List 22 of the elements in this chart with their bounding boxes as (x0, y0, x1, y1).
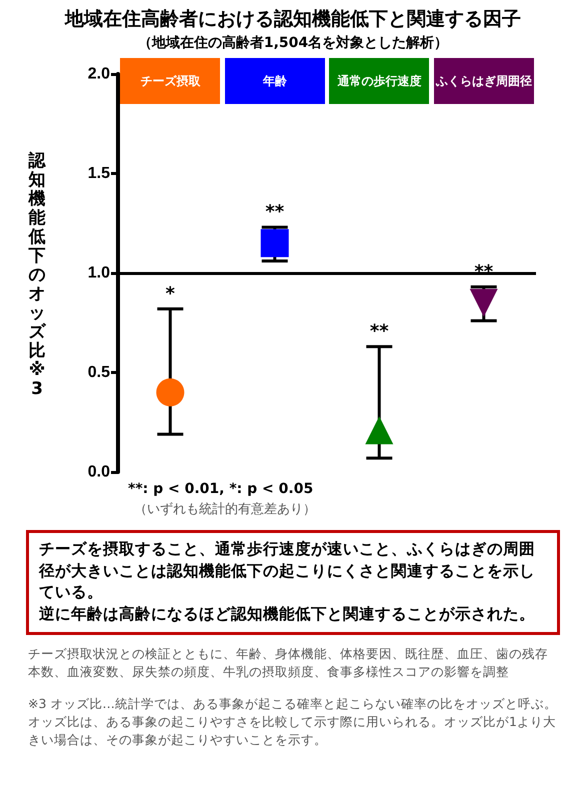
chart-subtitle: （地域在住の高齢者1,504名を対象とした解析） (136, 34, 450, 52)
y-tick-label: 1.5 (88, 165, 110, 182)
category-tag: チーズ摂取 (120, 58, 220, 104)
category-tag: 通常の歩行速度 (329, 58, 430, 104)
annotation: * (166, 283, 176, 304)
y-tick-label: 2.0 (88, 66, 110, 82)
category-tag: 年齢 (224, 58, 325, 104)
annotation: ** (474, 261, 494, 282)
text: ※3 オッズ比…統計学では、ある事象が起こる確率と起こらない確率の比をオッズと呼ぶ。オッズ比は、ある事象の起こりやすさを比較して示す際に用いられる。オッズ比が1より大きい場合は、その事象が起こりやすいことを示す。 (28, 695, 558, 750)
annotation: ** (370, 321, 390, 342)
text: **: p < 0.01, *: p < 0.05 (128, 481, 314, 497)
annotation: ** (265, 202, 285, 223)
category-tag: ふくらはぎ周囲径 (434, 58, 534, 104)
text: チーズ摂取状況との検証とともに、年齢、身体機能、体格要因、既往歴、血圧、歯の残存本数、血液変数、尿失禁の頻度、牛乳の摂取頻度、食事多様性スコアの影響を調整 (28, 644, 549, 681)
text: （いずれも統計的有意差あり） (134, 502, 316, 517)
y-tick-label: 1.0 (88, 264, 110, 282)
y-tick-label: 0.0 (88, 464, 110, 480)
text: 認知機能低下のオッズ比※3 (28, 151, 46, 399)
text: 逆に年齢は高齢になるほど認知機能低下と関連することが示された。 (39, 604, 536, 626)
text: チーズを摂取すること、通常歩行速度が速いこと、ふくらはぎの周囲径が大きいことは認知機能低下の起こりにくさと関連することを示している。 (39, 539, 536, 604)
y-tick-label: 0.5 (88, 364, 110, 381)
chart-title: 地域在住高齢者における認知機能低下と関連する因子 (64, 7, 522, 32)
